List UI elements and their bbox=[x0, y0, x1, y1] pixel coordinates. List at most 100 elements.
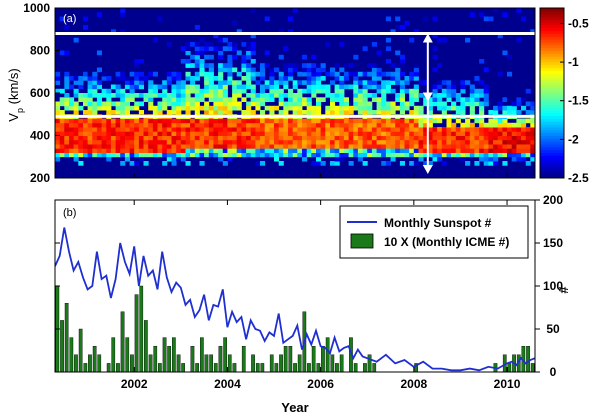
heatmap-cell bbox=[437, 80, 443, 85]
heatmap-cell bbox=[320, 135, 326, 141]
heatmap-cell bbox=[222, 152, 228, 158]
heatmap-cell bbox=[96, 148, 102, 153]
heatmap-cell bbox=[241, 110, 247, 115]
heatmap-cells bbox=[55, 8, 535, 166]
heatmap-cell bbox=[222, 131, 228, 136]
heatmap-cell bbox=[395, 50, 401, 56]
heatmap-cell bbox=[455, 97, 461, 102]
heatmap-cell bbox=[525, 110, 531, 115]
heatmap-cell bbox=[399, 54, 405, 60]
heatmap-cell bbox=[339, 80, 345, 85]
heatmap-cell bbox=[343, 127, 349, 132]
legend: Monthly Sunspot # 10 X (Monthly ICME #) bbox=[339, 205, 529, 259]
heatmap-cell bbox=[222, 67, 228, 73]
icme-bar bbox=[171, 337, 176, 372]
heatmap-cell bbox=[264, 50, 270, 56]
heatmap-cell bbox=[194, 101, 200, 107]
heatmap-cell bbox=[208, 84, 214, 90]
heatmap-cell bbox=[138, 71, 144, 77]
heatmap-cell bbox=[255, 80, 261, 85]
heatmap-cell bbox=[222, 93, 228, 98]
heatmap-cell bbox=[395, 148, 401, 153]
heatmap-cell bbox=[292, 63, 298, 68]
heatmap-cell bbox=[493, 156, 499, 162]
heatmap-cell bbox=[292, 67, 298, 73]
heatmap-cell bbox=[488, 110, 494, 115]
heatmap-cell bbox=[469, 127, 475, 132]
heatmap-cell bbox=[339, 67, 345, 73]
heatmap-cell bbox=[311, 54, 317, 60]
heatmap-cell bbox=[241, 59, 247, 64]
heatmap-cell bbox=[185, 101, 191, 107]
heatmap-cell bbox=[399, 63, 405, 68]
heatmap-cell bbox=[208, 135, 214, 141]
heatmap-cell bbox=[441, 127, 447, 132]
heatmap-cell bbox=[339, 139, 345, 145]
heatmap-cell bbox=[87, 101, 93, 107]
heatmap-cell bbox=[507, 71, 513, 77]
heatmap-cell bbox=[194, 110, 200, 115]
heatmap-cell bbox=[325, 88, 331, 94]
heatmap-cell bbox=[83, 16, 89, 22]
heatmap-cell bbox=[241, 135, 247, 141]
heatmap-cell bbox=[222, 144, 228, 149]
icme-bar bbox=[92, 346, 97, 372]
heatmap-cell bbox=[479, 118, 485, 124]
heatmap-cell bbox=[362, 105, 368, 111]
threshold-lines bbox=[55, 32, 535, 118]
heatmap-cell bbox=[423, 161, 429, 166]
heatmap-cell bbox=[176, 97, 182, 102]
right-y-tick-label: 200 bbox=[543, 193, 563, 207]
heatmap-cell bbox=[521, 152, 527, 158]
colorbar-tick-label: -1.5 bbox=[568, 94, 589, 108]
heatmap-cell bbox=[157, 131, 163, 136]
heatmap-cell bbox=[302, 139, 308, 145]
icme-bar bbox=[134, 294, 139, 372]
right-y-tick-label: 50 bbox=[546, 322, 560, 336]
heatmap-cell bbox=[376, 139, 382, 145]
heatmap-cell bbox=[208, 118, 214, 124]
heatmap-cell bbox=[64, 25, 70, 30]
heatmap-cell bbox=[269, 152, 275, 158]
heatmap-cell bbox=[255, 122, 261, 128]
heatmap-cell bbox=[236, 50, 242, 56]
heatmap-cell bbox=[227, 76, 233, 81]
heatmap-cell bbox=[129, 161, 135, 166]
heatmap-cell bbox=[320, 148, 326, 153]
heatmap-cell bbox=[409, 152, 415, 158]
heatmap-cell bbox=[264, 93, 270, 98]
heatmap-cell bbox=[92, 118, 98, 124]
heatmap-cell bbox=[278, 54, 284, 60]
heatmap-cell bbox=[138, 59, 144, 64]
heatmap-cell bbox=[194, 25, 200, 30]
heatmap-cell bbox=[302, 144, 308, 149]
heatmap-cell bbox=[138, 76, 144, 81]
heatmap-cell bbox=[190, 42, 196, 47]
heatmap-cell bbox=[171, 122, 177, 128]
colorbar-segment bbox=[540, 152, 564, 156]
heatmap-cell bbox=[73, 80, 79, 85]
heatmap-cell bbox=[385, 148, 391, 153]
heatmap-cell bbox=[204, 101, 210, 107]
heatmap-cell bbox=[92, 93, 98, 98]
heatmap-cell bbox=[316, 156, 322, 162]
heatmap-cell bbox=[138, 84, 144, 90]
heatmap-cell bbox=[339, 101, 345, 107]
heatmap-cell bbox=[325, 135, 331, 141]
heatmap-cell bbox=[437, 118, 443, 124]
heatmap-cell bbox=[404, 131, 410, 136]
heatmap-cell bbox=[339, 152, 345, 158]
heatmap-cell bbox=[157, 110, 163, 115]
heatmap-cell bbox=[395, 127, 401, 132]
heatmap-cell bbox=[474, 148, 480, 153]
heatmap-cell bbox=[367, 63, 373, 68]
heatmap-cell bbox=[208, 67, 214, 73]
heatmap-cell bbox=[129, 152, 135, 158]
heatmap-cell bbox=[516, 127, 522, 132]
heatmap-cell bbox=[334, 105, 340, 111]
heatmap-cell bbox=[348, 71, 354, 77]
heatmap-cell bbox=[516, 152, 522, 158]
heatmap-cell bbox=[115, 101, 121, 107]
icme-bar bbox=[204, 354, 209, 372]
heatmap-cell bbox=[69, 139, 75, 145]
